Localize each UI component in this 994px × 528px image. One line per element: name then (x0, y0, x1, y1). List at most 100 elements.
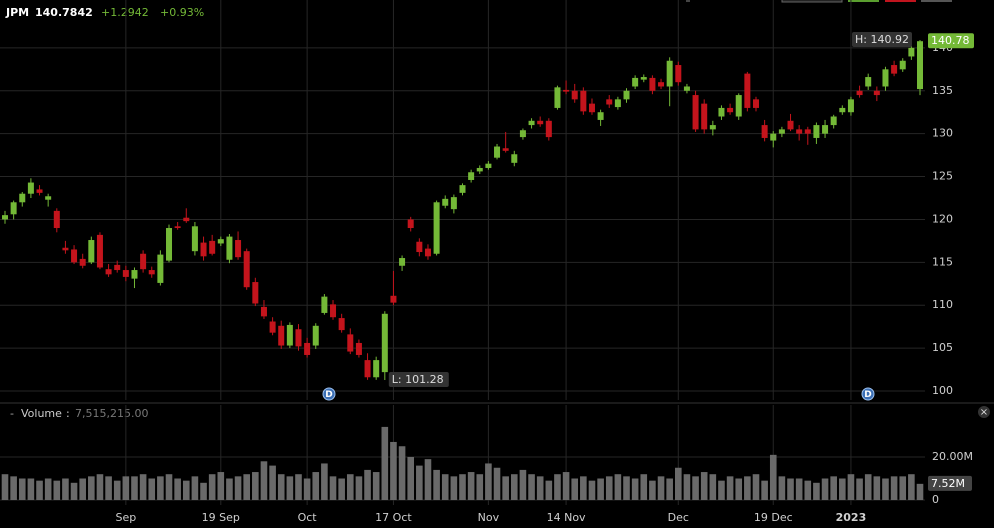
volume-bar (36, 480, 43, 500)
candle-body (822, 125, 829, 134)
candle-body (424, 248, 431, 257)
dividend-marker[interactable] (861, 387, 875, 401)
candle-body (770, 133, 777, 141)
volume-bar (769, 454, 777, 500)
x-tick-label: 19 Dec (754, 511, 793, 524)
candle-body (563, 89, 570, 92)
volume-bar (329, 476, 337, 500)
candle-body (304, 342, 311, 355)
volume-bar (528, 474, 535, 500)
volume-bar (433, 469, 440, 500)
volume-bar (165, 474, 173, 500)
candle-body (701, 103, 708, 130)
dividend-label[interactable]: D (864, 390, 871, 400)
toolbar-button[interactable] (885, 0, 916, 2)
volume-bar (580, 476, 587, 500)
toolbar-button[interactable] (781, 0, 843, 3)
candle-body (899, 60, 906, 70)
volume-bar (787, 478, 794, 500)
volume-bar (10, 476, 17, 500)
candle-body (459, 185, 466, 193)
candle-body (373, 360, 380, 378)
candle-body (917, 41, 923, 90)
volume-bar (545, 480, 553, 500)
volume-bar (131, 476, 138, 500)
volume-bar (390, 441, 397, 500)
dividend-label[interactable]: D (325, 390, 332, 400)
volume-bar (882, 478, 889, 500)
volume-bar (839, 478, 846, 500)
candle-body (528, 120, 535, 126)
candle-body (856, 90, 863, 96)
candle-body (649, 77, 656, 91)
candle-body (588, 103, 595, 113)
volume-bar (424, 459, 432, 500)
candle-body (312, 325, 319, 346)
volume-bar (692, 476, 699, 500)
close-icon[interactable]: × (980, 407, 988, 418)
candle-body (105, 269, 112, 275)
candle-body (19, 193, 26, 203)
candle-body (338, 318, 345, 331)
candle-body (174, 226, 181, 229)
close-panel[interactable] (978, 406, 990, 418)
candle-body (537, 120, 544, 125)
volume-bar (657, 476, 665, 500)
candle-body (88, 240, 95, 263)
candle-body (787, 120, 794, 130)
candle-body (381, 313, 388, 373)
volume-bar (554, 474, 561, 500)
volume-bar (649, 480, 656, 500)
candle-body (226, 236, 233, 260)
y-tick-label: 100 (932, 384, 953, 397)
change-pct: +0.93% (160, 6, 204, 19)
volume-bar (597, 478, 604, 500)
volume-bar (441, 474, 449, 500)
candle-body (260, 306, 267, 317)
candle-body (407, 219, 414, 229)
candle-body (79, 258, 86, 266)
candle-body (295, 329, 302, 347)
volume-bar (139, 474, 147, 500)
candle-body (468, 172, 475, 180)
volume-bar (821, 478, 829, 500)
volume-bar (847, 474, 855, 500)
candle-body (2, 215, 8, 220)
candle-body (166, 228, 173, 261)
candle-body (839, 107, 846, 113)
volume-collapse[interactable]: - (10, 407, 14, 420)
candle-body (243, 251, 250, 288)
volume-bar (476, 474, 484, 500)
volume-bar (338, 478, 345, 500)
candle-body (796, 129, 803, 134)
volume-bar (510, 474, 518, 500)
candle-body (442, 198, 449, 206)
candle-body (433, 202, 440, 254)
candle-body (692, 95, 699, 130)
candle-body (278, 325, 285, 346)
volume-bar (614, 474, 622, 500)
candle-body (580, 90, 587, 112)
candle-body (752, 99, 759, 108)
volume-bar (416, 465, 423, 500)
candle-body (200, 242, 207, 257)
toolbar-button[interactable] (686, 0, 690, 2)
volume-bar (79, 478, 86, 500)
volume-bar (467, 472, 475, 500)
toolbar-button[interactable] (921, 0, 952, 2)
toolbar-button[interactable] (848, 0, 879, 2)
volume-bar (735, 478, 743, 500)
candle-body (364, 360, 371, 378)
volume-bar (96, 474, 104, 500)
volume-bar (277, 474, 285, 500)
volume-bar (295, 474, 302, 500)
candle-body (450, 197, 457, 210)
volume-bar (372, 472, 380, 500)
candle-body (62, 247, 69, 251)
candle-body (217, 239, 224, 244)
candle-body (623, 90, 630, 100)
volume-bar (355, 476, 363, 500)
dividend-marker[interactable] (322, 387, 336, 401)
volume-bar (864, 474, 872, 500)
volume-bar (536, 476, 544, 500)
